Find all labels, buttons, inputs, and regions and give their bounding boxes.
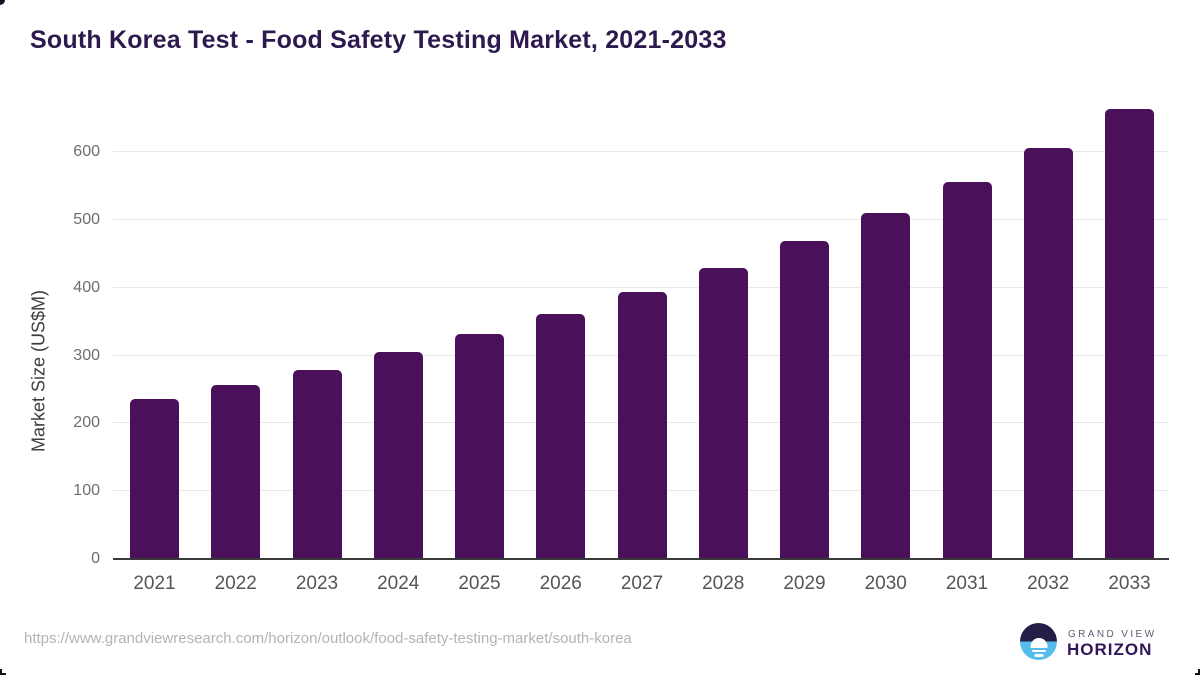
bar-2024[interactable] — [373, 351, 423, 558]
bar-2023[interactable] — [292, 369, 342, 558]
bar-2026[interactable] — [536, 313, 586, 558]
x-tick-label-2024: 2024 — [377, 573, 420, 594]
y-tick-label-500: 500 — [73, 211, 100, 228]
logo-text-grand-view: GRAND VIEW — [1068, 629, 1157, 640]
gridline-600 — [113, 151, 1169, 153]
x-tick-label-2027: 2027 — [620, 573, 664, 594]
x-tick-label-2025: 2025 — [458, 573, 501, 594]
bar-2033[interactable] — [1105, 109, 1154, 558]
x-tick-label-2032: 2032 — [1027, 573, 1070, 594]
y-tick-label-300: 300 — [73, 346, 100, 364]
bar-2021[interactable] — [130, 399, 179, 558]
y-tick-label-600: 600 — [73, 143, 100, 161]
horizon-line-2 — [1034, 654, 1043, 657]
x-tick-label-2031: 2031 — [945, 573, 989, 594]
x-tick-label-2021: 2021 — [133, 573, 176, 594]
corner-artifact-bottom-right — [1195, 669, 1200, 675]
x-tick-label-2026: 2026 — [539, 573, 582, 594]
x-tick-label-2033: 2033 — [1108, 573, 1151, 594]
horizon-sun-icon — [1020, 623, 1057, 660]
bar-2030[interactable] — [861, 212, 911, 558]
x-tick-label-2030: 2030 — [864, 573, 907, 594]
grand-view-horizon-logo[interactable]: GRAND VIEW HORIZON — [1020, 623, 1190, 663]
x-tick-label-2029: 2029 — [783, 573, 826, 594]
y-tick-label-0: 0 — [91, 550, 100, 567]
gridline-400 — [113, 286, 1169, 288]
corner-artifact-top-left — [0, 0, 5, 5]
logo-text-horizon: HORIZON — [1067, 640, 1153, 659]
bar-2032[interactable] — [1023, 147, 1073, 558]
x-axis-line — [113, 558, 1169, 560]
y-tick-label-200: 200 — [73, 414, 100, 432]
bar-2029[interactable] — [780, 241, 829, 558]
x-tick-label-2028: 2028 — [702, 573, 745, 594]
bar-2022[interactable] — [211, 385, 261, 558]
y-tick-label-100: 100 — [73, 482, 100, 500]
y-tick-label-400: 400 — [73, 278, 100, 296]
sun-shape — [1030, 637, 1047, 648]
gridline-500 — [113, 219, 1169, 220]
horizon-line-1 — [1031, 649, 1046, 652]
bar-2025[interactable] — [455, 334, 504, 558]
bar-2031[interactable] — [942, 181, 992, 558]
x-tick-label-2023: 2023 — [295, 573, 339, 594]
corner-artifact-bottom-left — [0, 669, 6, 675]
x-tick-label-2022: 2022 — [214, 573, 257, 594]
bar-2028[interactable] — [698, 268, 748, 558]
chart-title: South Korea Test - Food Safety Testing M… — [30, 26, 727, 54]
bar-2027[interactable] — [617, 292, 667, 558]
source-url: https://www.grandviewresearch.com/horizo… — [24, 630, 632, 647]
